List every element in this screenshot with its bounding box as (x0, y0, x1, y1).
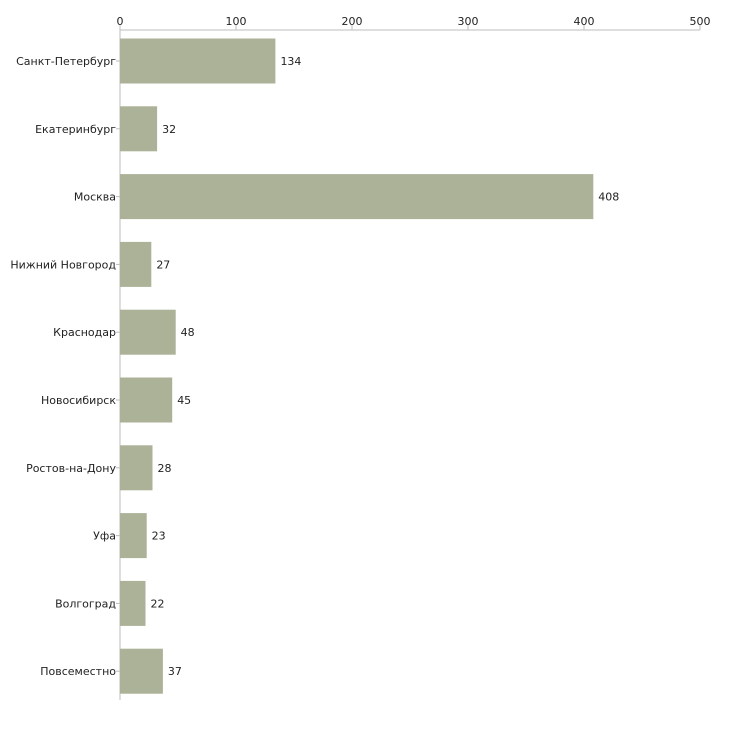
category-label: Москва (74, 191, 116, 204)
value-label: 48 (181, 326, 195, 339)
x-tick-label: 100 (226, 15, 247, 28)
x-tick-label: 0 (117, 15, 124, 28)
bar[interactable] (120, 106, 158, 152)
value-label: 22 (151, 597, 165, 610)
x-tick-label: 300 (458, 15, 479, 28)
value-label: 45 (177, 394, 191, 407)
value-label: 37 (168, 665, 182, 678)
category-label: Волгоград (55, 597, 116, 610)
category-label: Краснодар (53, 326, 116, 339)
bar[interactable] (120, 241, 152, 287)
bar[interactable] (120, 513, 147, 559)
x-axis-ticks: 0 100 200 300 400 500 (117, 15, 711, 30)
value-label: 23 (152, 530, 166, 543)
bar[interactable] (120, 580, 146, 626)
value-label: 27 (156, 258, 170, 271)
bar-group: Нижний Новгород 27 (10, 241, 170, 287)
bar[interactable] (120, 38, 276, 84)
category-label: Новосибирск (41, 394, 116, 407)
bar-group: Москва 408 (74, 174, 619, 220)
value-label: 134 (280, 55, 301, 68)
category-label: Ростов-на-Дону (26, 462, 116, 475)
category-label: Санкт-Петербург (16, 55, 116, 68)
bar-group: Волгоград 22 (55, 580, 165, 626)
bar-group: Новосибирск 45 (41, 377, 191, 423)
category-label: Повсеместно (40, 665, 116, 678)
bar[interactable] (120, 377, 173, 423)
x-tick-label: 500 (690, 15, 711, 28)
bar-group: Санкт-Петербург 134 (16, 38, 301, 84)
bar-group: Екатеринбург 32 (35, 106, 176, 152)
bar-group: Краснодар 48 (53, 309, 195, 355)
x-tick-label: 400 (574, 15, 595, 28)
bar[interactable] (120, 309, 176, 355)
bar-group: Уфа 23 (93, 513, 166, 559)
bar[interactable] (120, 174, 594, 220)
bar-group: Повсеместно 37 (40, 648, 182, 694)
bar-group: Ростов-на-Дону 28 (26, 445, 171, 491)
value-label: 408 (598, 191, 619, 204)
value-label: 32 (162, 123, 176, 136)
bar[interactable] (120, 445, 153, 491)
bar[interactable] (120, 648, 163, 694)
value-label: 28 (157, 462, 171, 475)
category-label: Екатеринбург (35, 123, 116, 136)
category-label: Уфа (93, 530, 116, 543)
x-tick-label: 200 (342, 15, 363, 28)
bars: Санкт-Петербург 134 Екатеринбург 32 Москва 40… (10, 38, 619, 694)
category-label: Нижний Новгород (10, 258, 116, 271)
